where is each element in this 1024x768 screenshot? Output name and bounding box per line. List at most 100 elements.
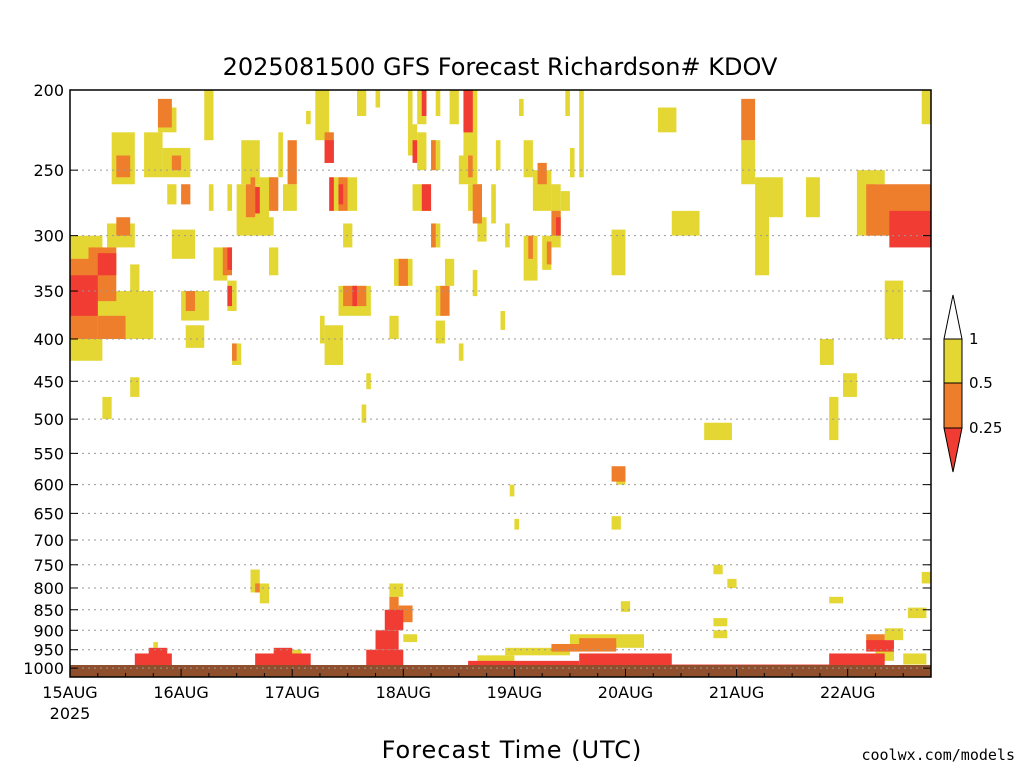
- ri-cell: [704, 422, 732, 441]
- ri-cell: [884, 628, 904, 641]
- ri-cell: [528, 235, 533, 259]
- legend-lt025-arrow: [943, 427, 963, 473]
- ri-cell: [509, 484, 515, 497]
- ri-cell: [347, 177, 357, 211]
- chart-title: 2025081500 GFS Forecast Richardson# KDOV: [223, 53, 778, 81]
- x-tick-label: 17AUG: [264, 683, 319, 702]
- ri-cell: [449, 90, 459, 125]
- legend-label: 1: [969, 330, 979, 348]
- ri-cell: [357, 90, 367, 116]
- y-tick-label: 500: [33, 410, 64, 429]
- ri-cell: [255, 186, 260, 214]
- y-tick-label: 200: [33, 81, 64, 100]
- ri-cell: [565, 90, 570, 116]
- ri-cell: [431, 223, 436, 248]
- ri-cell: [611, 466, 626, 482]
- ri-cell: [829, 653, 885, 669]
- ri-cell: [412, 124, 418, 148]
- ri-cell: [366, 649, 404, 670]
- ri-cell: [144, 132, 163, 178]
- ri-cell: [232, 343, 242, 365]
- y-tick-label: 650: [33, 504, 64, 523]
- ri-cell: [407, 90, 413, 156]
- ri-cell: [97, 253, 117, 276]
- ri-cell: [713, 564, 723, 575]
- ri-cell: [657, 107, 677, 133]
- ri-cell: [273, 647, 293, 656]
- ground-surface: [70, 665, 931, 677]
- ri-cell: [866, 640, 894, 652]
- ri-cell: [537, 162, 547, 185]
- ri-cell: [560, 191, 570, 211]
- ri-cell: [477, 655, 515, 663]
- ri-cell: [819, 338, 834, 365]
- ri-cell: [375, 90, 381, 108]
- x-tick-label: 16AUG: [153, 683, 208, 702]
- ri-cell: [153, 642, 158, 648]
- legend-label: 0.25: [969, 419, 1002, 437]
- ri-cell: [250, 569, 260, 593]
- ri-cell: [903, 653, 927, 665]
- x-tick-label: 18AUG: [376, 683, 431, 702]
- ri-cell: [519, 98, 524, 116]
- ri-cell: [306, 110, 311, 125]
- pressure-gridlines: [70, 169, 931, 669]
- ri-cell: [579, 638, 617, 648]
- ri-cell: [375, 630, 399, 650]
- ri-cell: [278, 132, 283, 178]
- ri-cell: [472, 269, 478, 297]
- ri-cell: [806, 177, 820, 218]
- ri-cell: [324, 140, 334, 163]
- ri-cell: [611, 229, 626, 276]
- ri-cell: [241, 140, 260, 185]
- ri-cell: [319, 315, 325, 344]
- ri-cell: [361, 404, 367, 423]
- ri-cell: [477, 217, 487, 242]
- ri-cell: [514, 518, 520, 530]
- ri-cell: [431, 140, 436, 171]
- ri-cell: [171, 155, 182, 171]
- x-axis-label: Forecast Time (UTC): [382, 736, 643, 764]
- ri-cell: [611, 516, 621, 530]
- ri-cell: [444, 258, 455, 286]
- y-tick-label: 450: [33, 372, 64, 391]
- ri-cell: [269, 247, 279, 276]
- ri-cell: [440, 285, 450, 316]
- x-tick-label: 19AUG: [487, 683, 542, 702]
- ri-cell: [421, 184, 432, 211]
- y-tick-label: 250: [33, 161, 64, 180]
- ri-cell: [421, 90, 427, 116]
- ri-cell: [227, 285, 233, 307]
- ri-cell: [130, 264, 140, 311]
- ri-cell: [417, 132, 427, 171]
- richardson-cells: [70, 90, 931, 673]
- ri-cell: [829, 396, 839, 441]
- ri-cell: [329, 177, 334, 211]
- ri-cell: [398, 258, 408, 286]
- ri-cell: [116, 217, 131, 236]
- y-tick-label: 950: [33, 641, 64, 660]
- legend-orange-box: [943, 382, 963, 429]
- ri-cell: [671, 210, 700, 236]
- legend-gt1-arrow: [943, 294, 963, 340]
- ri-cell: [167, 184, 177, 205]
- x-year-label: 2025: [50, 704, 91, 723]
- ri-cell: [579, 90, 584, 178]
- ri-cell: [185, 325, 205, 348]
- x-tick-label: 15AUG: [42, 683, 97, 702]
- ri-cell: [157, 98, 172, 128]
- ri-cell: [713, 618, 728, 627]
- x-tick-label: 21AUG: [709, 683, 764, 702]
- ri-cell: [505, 647, 570, 656]
- y-tick-label: 750: [33, 556, 64, 575]
- ri-cell: [727, 578, 737, 588]
- ri-cell: [389, 583, 404, 597]
- ri-cell: [352, 285, 357, 307]
- y-tick-label: 1000: [23, 659, 64, 678]
- ri-cell: [523, 140, 533, 178]
- ri-cell: [620, 601, 631, 612]
- ri-cell: [384, 609, 404, 631]
- ri-cell: [829, 596, 844, 604]
- y-tick-label: 850: [33, 601, 64, 620]
- ri-cell: [324, 325, 344, 365]
